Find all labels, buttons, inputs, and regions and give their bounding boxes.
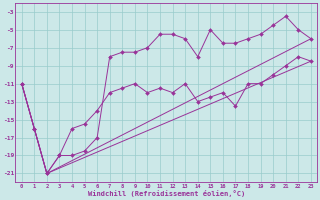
X-axis label: Windchill (Refroidissement éolien,°C): Windchill (Refroidissement éolien,°C) xyxy=(88,190,245,197)
